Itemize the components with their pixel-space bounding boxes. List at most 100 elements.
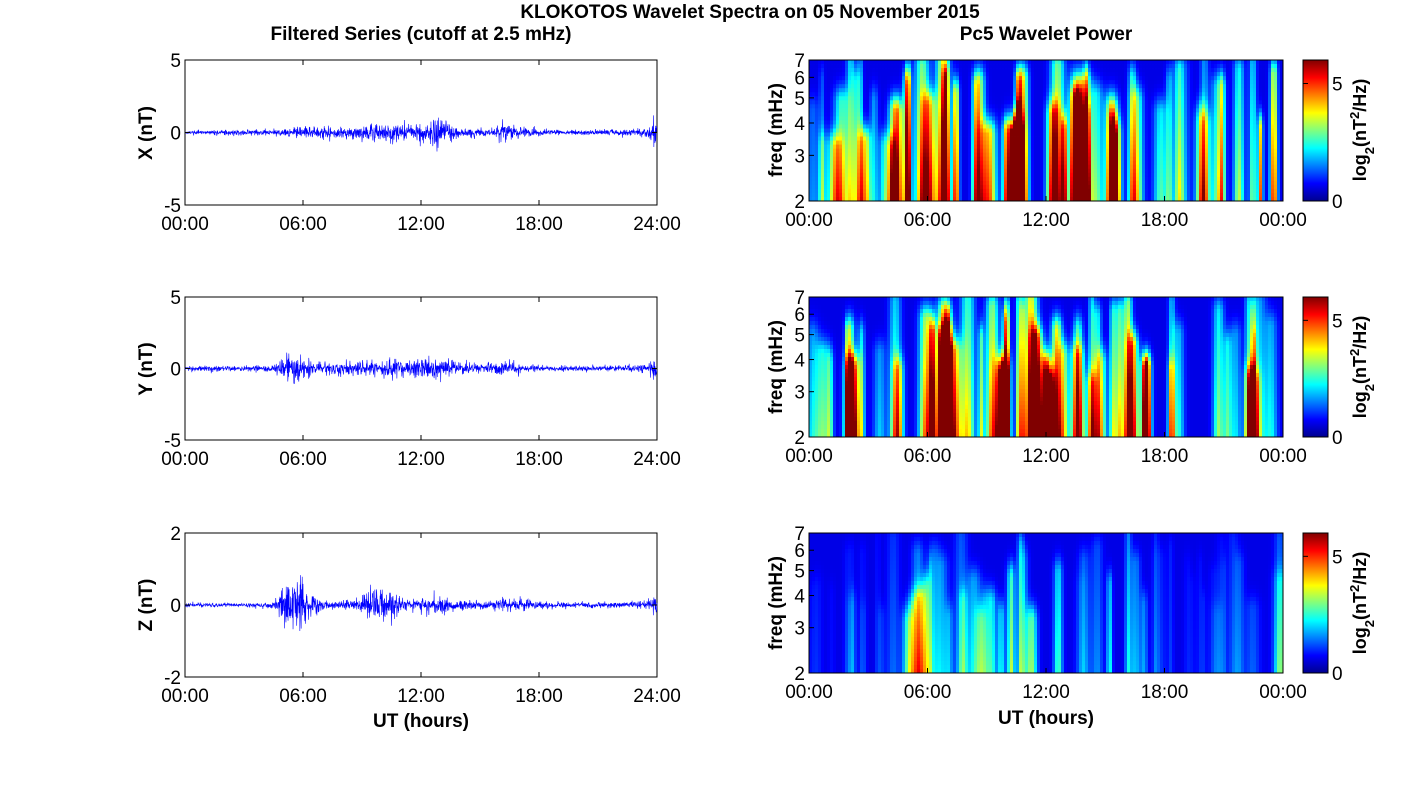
timeseries-trace-y: [184, 352, 658, 384]
wv-xtick-labels-z: 00:00 06:00 12:00 18:00 00:00: [785, 668, 1307, 703]
ts-xtick-label: 00:00: [161, 449, 209, 470]
wv-ylabel-z: freq (mHz): [766, 556, 787, 650]
ts-xtick-labels-y: 00:00 06:00 12:00 18:00 24:00: [161, 297, 681, 470]
wv-ytick-label: 7: [794, 51, 805, 72]
wv-xtick-label: 18:00: [1141, 210, 1189, 231]
ts-ytick-label: 5: [170, 288, 181, 309]
colorbar-ticks-z: 05: [1303, 547, 1343, 685]
colorbar-ticks-y: 05: [1303, 311, 1343, 449]
timeseries-panel-x: 00:00 06:00 12:00 18:00 24:00 -5 0 5 X (nT): [136, 51, 681, 235]
wv-ytick-labels-z: 2 3 4 567: [794, 524, 814, 685]
ts-ytick-label: 0: [170, 596, 181, 617]
ts-ytick-label: 5: [170, 51, 181, 72]
ts-xtick-label: 12:00: [397, 686, 445, 707]
wv-ytick-label: 6: [794, 305, 805, 326]
ts-xtick-labels-x: 00:00 06:00 12:00 18:00 24:00: [161, 60, 681, 235]
wv-ytick-label: 7: [794, 288, 805, 309]
wv-ytick-label: 6: [794, 541, 805, 562]
wv-ylabel-x: freq (mHz): [766, 83, 787, 177]
colorbar-tick-label: 5: [1332, 75, 1343, 96]
colorbar-ticks-x: 05: [1303, 75, 1343, 213]
wv-ytick-label: 3: [794, 619, 805, 640]
ts-xtick-label: 00:00: [161, 214, 209, 235]
wv-xtick-label: 00:00: [1259, 682, 1307, 703]
colorbar-tick-label: 5: [1332, 547, 1343, 568]
timeseries-trace-x: [184, 115, 658, 152]
ts-xlabel-z: UT (hours): [373, 711, 469, 732]
wv-xtick-label: 00:00: [1259, 210, 1307, 231]
wavelet-heatmap-y: [809, 297, 1284, 438]
ts-xtick-label: 06:00: [279, 686, 327, 707]
ts-xtick-label: 12:00: [397, 449, 445, 470]
wv-xtick-label: 00:00: [1259, 446, 1307, 467]
wv-ytick-label: 2: [794, 428, 805, 449]
wv-xtick-label: 18:00: [1141, 682, 1189, 703]
wv-xtick-label: 12:00: [1022, 210, 1070, 231]
colorbar-label-z: log2(nT2/Hz): [1347, 552, 1377, 654]
wv-ytick-label: 3: [794, 383, 805, 404]
wv-ytick-label: 5: [794, 89, 805, 110]
colorbar-z: 05 log2(nT2/Hz): [1302, 532, 1377, 685]
colorbar-tick-label: 0: [1332, 664, 1343, 685]
timeseries-panel-z: 00:00 06:00 12:00 18:00 24:00 -2 0 2 Z (nT) UT…: [136, 524, 681, 732]
wv-ylabel-y: freq (mHz): [766, 320, 787, 414]
ts-xtick-label: 18:00: [515, 214, 563, 235]
left-column-title: Filtered Series (cutoff at 2.5 mHz): [271, 24, 572, 45]
wavelet-heatmap-z: [809, 533, 1284, 674]
ts-ytick-label: -5: [164, 196, 181, 217]
timeseries-panel-y: 00:00 06:00 12:00 18:00 24:00 -5 0 5 Y (nT): [136, 288, 681, 470]
ts-xtick-label: 18:00: [515, 686, 563, 707]
wv-ytick-label: 2: [794, 664, 805, 685]
wv-ytick-labels-x: 2 3 4 567: [794, 51, 814, 213]
colorbar-y: 05 log2(nT2/Hz): [1302, 296, 1377, 449]
wv-xtick-label: 12:00: [1022, 682, 1070, 703]
wv-xtick-label: 06:00: [904, 446, 952, 467]
ts-xtick-label: 06:00: [279, 449, 327, 470]
wv-ytick-label: 6: [794, 68, 805, 89]
ts-xtick-label: 24:00: [633, 214, 681, 235]
ts-ytick-label: -5: [164, 431, 181, 452]
ts-ytick-labels-x: -5 0 5: [164, 51, 657, 217]
ts-xtick-label: 00:00: [161, 686, 209, 707]
wv-ytick-label: 2: [794, 192, 805, 213]
ts-xtick-labels-z: 00:00 06:00 12:00 18:00 24:00: [161, 533, 681, 707]
colorbar-label-x: log2(nT2/Hz): [1347, 79, 1377, 181]
wv-xtick-label: 12:00: [1022, 446, 1070, 467]
ts-ytick-label: -2: [164, 668, 181, 689]
wv-ytick-label: 5: [794, 562, 805, 583]
wv-ytick-label: 4: [794, 587, 805, 608]
colorbar-label-y: log2(nT2/Hz): [1347, 316, 1377, 418]
ts-ytick-label: 2: [170, 524, 181, 545]
wv-xtick-label: 00:00: [785, 210, 833, 231]
colorbar-tick-label: 0: [1332, 192, 1343, 213]
wavelet-heatmap-x: [809, 60, 1284, 202]
wv-xtick-labels-y: 00:00 06:00 12:00 18:00 00:00: [785, 432, 1307, 467]
wv-ytick-label: 3: [794, 146, 805, 167]
wv-ytick-label: 4: [794, 351, 805, 372]
colorbar-tick-label: 0: [1332, 428, 1343, 449]
ts-xtick-label: 24:00: [633, 449, 681, 470]
wv-ytick-labels-y: 2 3 4 567: [794, 288, 814, 449]
ts-xtick-label: 24:00: [633, 686, 681, 707]
timeseries-trace-z: [184, 575, 658, 632]
ts-xtick-label: 18:00: [515, 449, 563, 470]
colorbar-x: 05 log2(nT2/Hz): [1302, 59, 1377, 213]
ts-ytick-label: 0: [170, 124, 181, 145]
wv-xtick-label: 00:00: [785, 682, 833, 703]
ts-ytick-label: 0: [170, 360, 181, 381]
ts-xtick-label: 12:00: [397, 214, 445, 235]
wv-xtick-label: 06:00: [904, 682, 952, 703]
ts-xtick-label: 06:00: [279, 214, 327, 235]
right-column-title: Pc5 Wavelet Power: [960, 24, 1133, 45]
figure-title: KLOKOTOS Wavelet Spectra on 05 November …: [520, 2, 980, 23]
ts-ytick-labels-z: -2 0 2: [164, 524, 657, 689]
ts-ylabel-z: Z (nT): [136, 579, 157, 632]
colorbar-tick-label: 5: [1332, 311, 1343, 332]
wv-xtick-labels-x: 00:00 06:00 12:00 18:00 00:00: [785, 196, 1307, 231]
wv-ytick-label: 5: [794, 326, 805, 347]
wv-xtick-label: 18:00: [1141, 446, 1189, 467]
ts-ytick-labels-y: -5 0 5: [164, 288, 657, 452]
